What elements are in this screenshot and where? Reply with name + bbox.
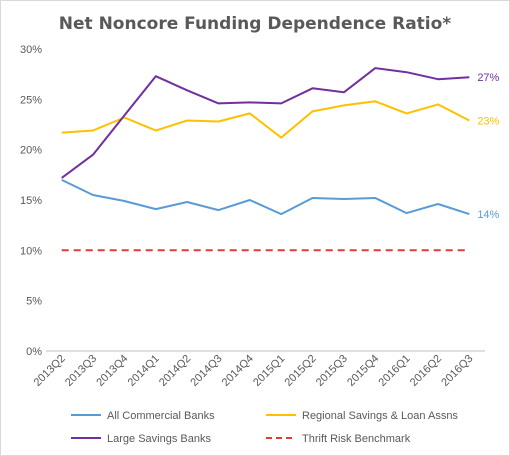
end-labels: 14% 23% 27% [477,72,499,221]
legend-label: Regional Savings & Loan Assns [302,410,458,422]
legend-label: Large Savings Banks [107,433,211,445]
y-tick-labels: 0% 5% 10% 15% 20% 25% 30% [20,44,42,358]
y-tick-label: 15% [20,195,42,207]
x-tick-label: 2014Q2 [157,353,193,389]
chart-title: Net Noncore Funding Dependence Ratio* [59,14,452,34]
x-tick-label: 2014Q4 [220,353,256,389]
series-end-label: 27% [477,72,499,84]
legend-label: All Commercial Banks [107,410,215,422]
x-tick-label: 2016Q1 [377,353,413,389]
x-tick-label: 2016Q2 [408,353,444,389]
x-tick-label: 2013Q3 [63,353,99,389]
legend-label: Thrift Risk Benchmark [302,433,411,445]
x-tick-label: 2016Q3 [439,353,475,389]
series-line [61,100,470,139]
series-end-label: 14% [477,209,499,221]
y-tick-label: 20% [20,145,42,157]
x-tick-label: 2015Q1 [251,353,287,389]
x-tick-label: 2015Q3 [314,353,350,389]
x-tick-label: 2015Q2 [282,353,318,389]
series-line [61,178,470,216]
x-tick-label: 2014Q1 [126,353,162,389]
series-line [61,67,470,179]
x-tick-label: 2015Q4 [345,353,381,389]
y-tick-label: 10% [20,245,42,257]
x-tick-label: 2013Q4 [94,353,130,389]
y-tick-label: 0% [26,346,42,358]
y-tick-label: 5% [26,296,42,308]
x-tick-label: 2013Q2 [32,353,68,389]
y-tick-label: 30% [20,44,42,56]
legend: All Commercial Banks Regional Savings & L… [71,410,458,445]
series-end-label: 23% [477,115,499,127]
y-tick-label: 25% [20,94,42,106]
series-lines [61,67,470,252]
x-tick-label: 2014Q3 [188,353,224,389]
x-tick-labels: 2013Q22013Q32013Q42014Q12014Q22014Q32014… [32,353,476,389]
